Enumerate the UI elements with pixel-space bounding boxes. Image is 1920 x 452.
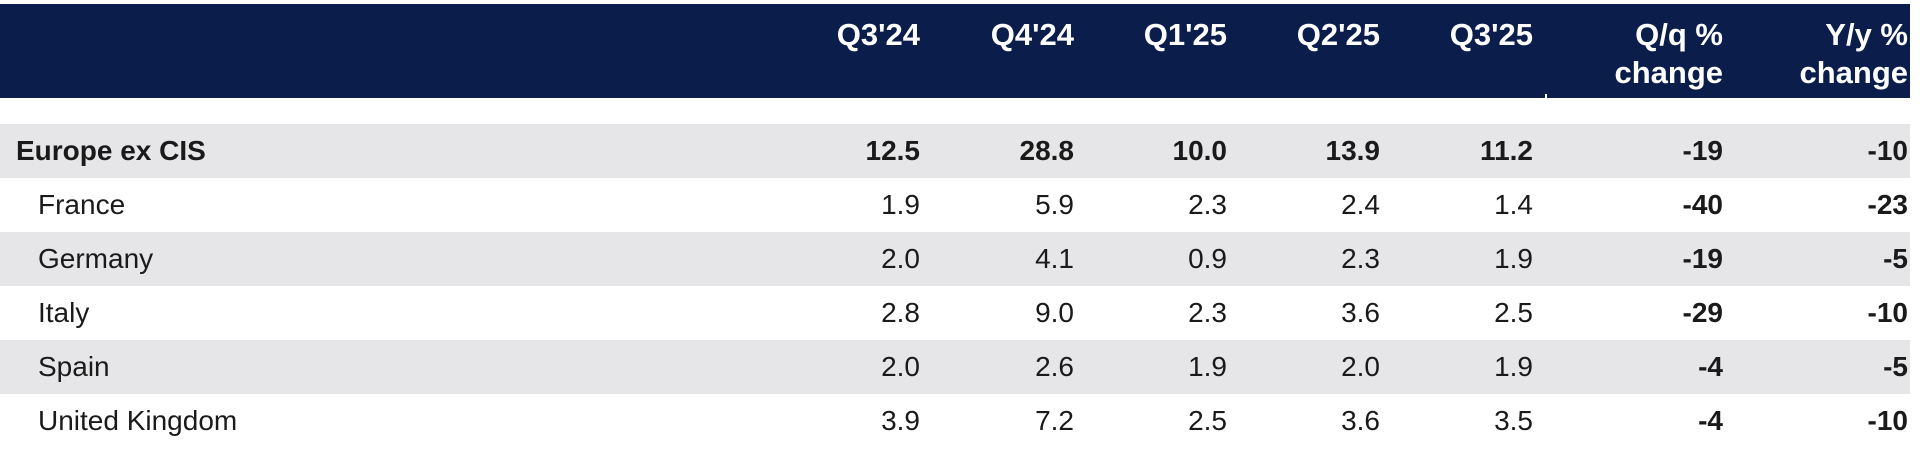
cell-qq-change: -4 — [1698, 405, 1723, 436]
table-row: United Kingdom 3.9 7.2 2.5 3.6 3.5 -4 -1… — [0, 394, 1910, 448]
cell-q3-24: 2.0 — [881, 351, 920, 382]
cell-qq-change: -40 — [1682, 189, 1723, 220]
row-label: Germany — [38, 243, 154, 274]
cell-q1-25: 2.3 — [1188, 189, 1227, 220]
table-row: France 1.9 5.9 2.3 2.4 1.4 -40 -23 — [0, 178, 1910, 232]
cell-q4-24: 2.6 — [1035, 351, 1074, 382]
cell-q3-25: 1.4 — [1494, 189, 1533, 220]
cell-q2-25: 2.4 — [1341, 189, 1380, 220]
header-q3-25: Q3'25 — [1449, 17, 1533, 52]
table-header: Q3'24 Q4'24 Q1'25 Q2'25 Q3'25 Q/q % chan… — [0, 4, 1910, 98]
header-divider — [1545, 94, 1547, 98]
table-row: Italy 2.8 9.0 2.3 3.6 2.5 -29 -10 — [0, 286, 1910, 340]
cell-yy-change: -23 — [1867, 189, 1908, 220]
cell-q3-24: 2.8 — [881, 297, 920, 328]
cell-q3-25: 1.9 — [1494, 351, 1533, 382]
header-qq-change: Q/q % change — [1614, 17, 1723, 90]
cell-yy-change: -10 — [1867, 297, 1908, 328]
cell-q3-24: 2.0 — [881, 243, 920, 274]
cell-q3-25: 3.5 — [1494, 405, 1533, 436]
cell-q3-25: 1.9 — [1494, 243, 1533, 274]
cell-q3-25: 2.5 — [1494, 297, 1533, 328]
header-q2-25: Q2'25 — [1296, 17, 1380, 52]
row-label: Italy — [38, 297, 90, 328]
cell-qq-change: -4 — [1698, 351, 1723, 382]
cell-q2-25: 2.3 — [1341, 243, 1380, 274]
cell-q1-25: 2.3 — [1188, 297, 1227, 328]
cell-q1-25: 1.9 — [1188, 351, 1227, 382]
cell-yy-change: -5 — [1883, 351, 1908, 382]
row-label: Europe ex CIS — [16, 135, 206, 166]
cell-q4-24: 4.1 — [1035, 243, 1074, 274]
row-label: Spain — [38, 351, 110, 382]
cell-q4-24: 5.9 — [1035, 189, 1074, 220]
row-label: United Kingdom — [38, 405, 238, 436]
cell-q3-24: 1.9 — [881, 189, 920, 220]
table-row: Europe ex CIS 12.5 28.8 10.0 13.9 11.2 -… — [0, 124, 1910, 178]
cell-q4-24: 9.0 — [1035, 297, 1074, 328]
cell-yy-change: -10 — [1867, 405, 1908, 436]
cell-q2-25: 13.9 — [1325, 135, 1381, 166]
cell-qq-change: -19 — [1682, 243, 1723, 274]
header-q3-24: Q3'24 — [836, 17, 920, 52]
cell-q1-25: 10.0 — [1172, 135, 1228, 166]
cell-q3-25: 11.2 — [1480, 135, 1533, 166]
cell-q3-24: 3.9 — [881, 405, 920, 436]
cell-q1-25: 0.9 — [1188, 243, 1227, 274]
cell-q4-24: 7.2 — [1035, 405, 1074, 436]
cell-qq-change: -29 — [1682, 297, 1723, 328]
cell-yy-change: -10 — [1867, 135, 1908, 166]
cell-yy-change: -5 — [1883, 243, 1908, 274]
cell-q3-24: 12.5 — [865, 135, 921, 166]
cell-q1-25: 2.5 — [1188, 405, 1227, 436]
cell-q2-25: 3.6 — [1341, 405, 1380, 436]
cell-q2-25: 3.6 — [1341, 297, 1380, 328]
cell-q2-25: 2.0 — [1341, 351, 1380, 382]
header-q4-24: Q4'24 — [990, 17, 1074, 52]
table-row: Germany 2.0 4.1 0.9 2.3 1.9 -19 -5 — [0, 232, 1910, 286]
cell-qq-change: -19 — [1682, 135, 1723, 166]
cell-q4-24: 28.8 — [1019, 135, 1075, 166]
header-yy-change: Y/y % change — [1799, 17, 1908, 90]
table-row: Spain 2.0 2.6 1.9 2.0 1.9 -4 -5 — [0, 340, 1910, 394]
row-label: France — [38, 189, 126, 220]
header-q1-25: Q1'25 — [1143, 17, 1227, 52]
